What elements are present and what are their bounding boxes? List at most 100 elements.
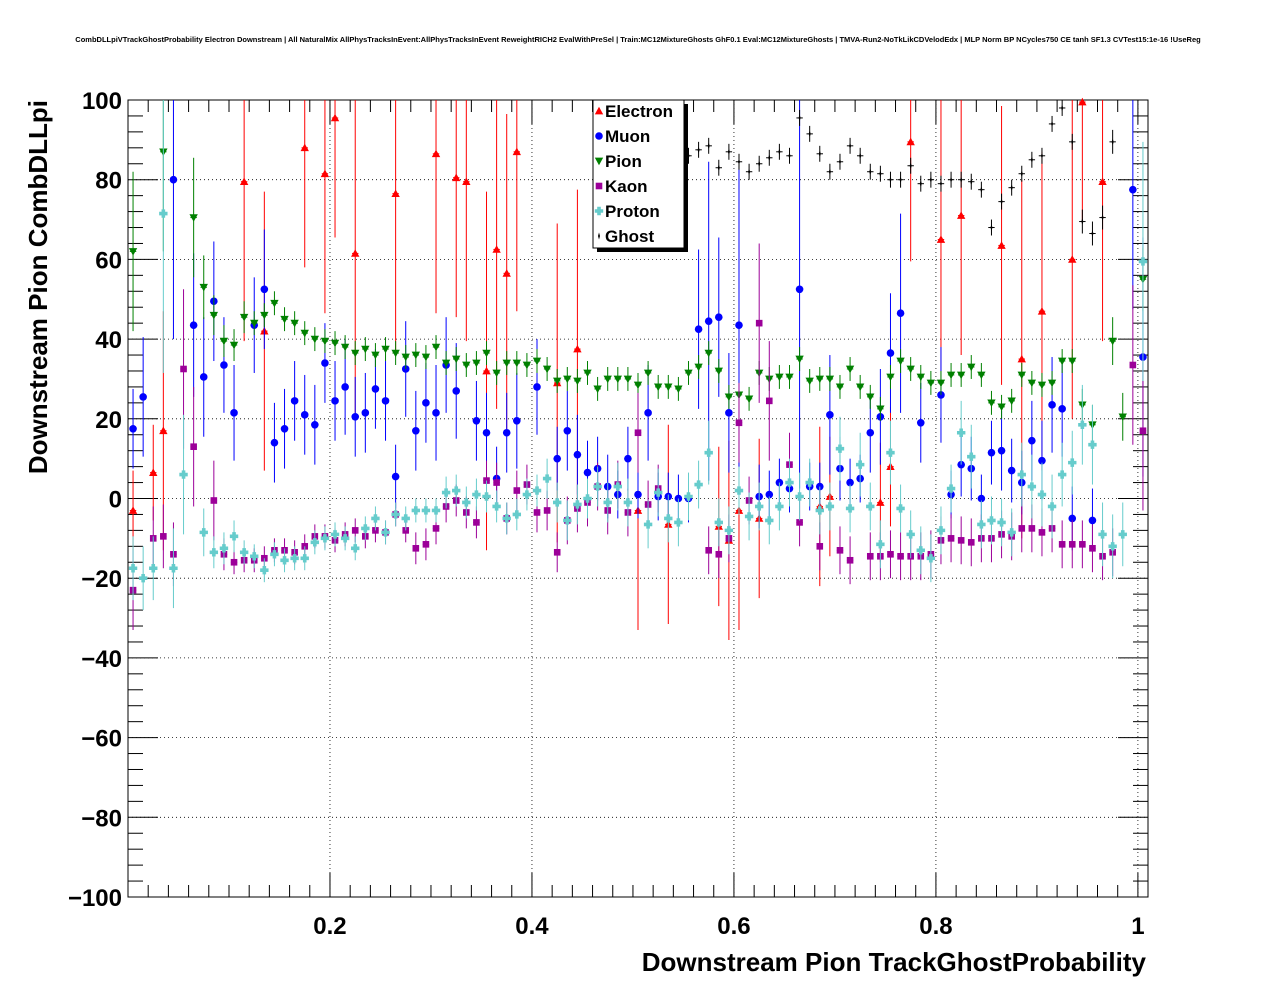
legend-label-ghost: Ghost (605, 227, 654, 246)
y-tick-label: 100 (82, 88, 122, 115)
pion-point (916, 373, 925, 382)
ghost-point (929, 176, 932, 184)
proton-point (1027, 482, 1037, 491)
kaon-point (261, 554, 268, 562)
pion-point (1017, 371, 1026, 380)
muon-point (502, 428, 511, 437)
pion-point (300, 329, 309, 338)
proton-point (553, 498, 562, 507)
muon-point (452, 387, 461, 395)
legend-marker-pion (594, 157, 604, 166)
pion-point (209, 311, 219, 320)
proton-point (936, 526, 946, 535)
ghost-point (778, 148, 781, 156)
pion-point (512, 359, 522, 368)
ghost-point (808, 130, 811, 138)
pion-point (724, 393, 734, 402)
pion-point (1027, 379, 1037, 388)
proton-point (1068, 458, 1077, 467)
proton-point (775, 502, 784, 511)
proton-point (239, 548, 249, 557)
muon-point (694, 325, 703, 333)
pion-point (1068, 357, 1077, 366)
kaon-point (796, 519, 803, 526)
y-tick-label: 60 (95, 247, 122, 274)
proton-point (664, 514, 673, 523)
electron-point (997, 241, 1006, 249)
y-tick-label: 20 (95, 407, 122, 434)
ghost-point (960, 176, 963, 184)
pion-point (482, 349, 491, 358)
x-tick-label: 0.2 (313, 913, 346, 940)
proton-point (987, 516, 996, 525)
kaon-point (160, 533, 167, 540)
proton-point (623, 498, 633, 507)
proton-point (310, 538, 320, 547)
proton-point (472, 490, 481, 499)
electron-point (1037, 307, 1047, 315)
proton-point (300, 554, 309, 563)
muon-point (624, 454, 632, 463)
ghost-point (697, 146, 700, 154)
proton-point (997, 518, 1006, 527)
pion-point (229, 341, 239, 350)
kaon-point (553, 548, 561, 556)
kaon-point (967, 539, 975, 546)
proton-point (835, 444, 845, 453)
electron-point (431, 149, 441, 158)
proton-point (1108, 542, 1117, 551)
kaon-point (846, 556, 854, 564)
pion-point (855, 383, 865, 392)
ghost-point (798, 114, 801, 122)
kaon-point (1028, 525, 1036, 532)
kaon-point (210, 497, 218, 504)
pion-point (472, 359, 481, 368)
pion-point (502, 359, 511, 368)
kaon-point (432, 525, 440, 532)
proton-point (744, 512, 754, 521)
pion-point (684, 369, 693, 378)
muon-point (886, 349, 895, 357)
electron-point (300, 143, 309, 152)
proton-point (785, 478, 794, 487)
pion-point (441, 359, 451, 368)
proton-point (159, 209, 168, 218)
legend-marker-kaon (595, 182, 603, 190)
proton-point (946, 484, 956, 493)
muon-point (977, 494, 986, 503)
ghost-point (1101, 214, 1104, 222)
proton-point (512, 510, 522, 519)
pion-point (886, 373, 895, 382)
kaon-point (473, 519, 480, 526)
proton-point (340, 534, 350, 543)
ghost-point (1091, 229, 1094, 237)
muon-point (260, 285, 269, 294)
pion-point (593, 385, 602, 394)
pion-point (270, 299, 279, 308)
pion-point (866, 393, 875, 402)
proton-point (138, 574, 148, 583)
proton-point (977, 520, 986, 529)
proton-point (290, 554, 299, 563)
electron-point (502, 269, 511, 277)
kaon-point (705, 547, 712, 554)
proton-point (391, 510, 400, 519)
pion-point (835, 383, 845, 392)
pion-point (825, 375, 835, 384)
ghost-point (849, 142, 852, 150)
ghost-point (818, 150, 821, 158)
pion-point (896, 357, 905, 366)
pion-point (260, 311, 269, 320)
proton-point (1037, 490, 1047, 499)
pion-point (664, 383, 673, 392)
pion-point (785, 373, 794, 382)
electron-point (1098, 177, 1107, 186)
proton-point (916, 546, 925, 555)
proton-point (896, 504, 905, 513)
ghost-point (859, 152, 862, 160)
proton-point (1118, 530, 1127, 539)
pion-point (219, 337, 229, 346)
electron-point (936, 235, 946, 243)
y-tick-label: 40 (95, 327, 122, 354)
ghost-point (980, 186, 983, 194)
